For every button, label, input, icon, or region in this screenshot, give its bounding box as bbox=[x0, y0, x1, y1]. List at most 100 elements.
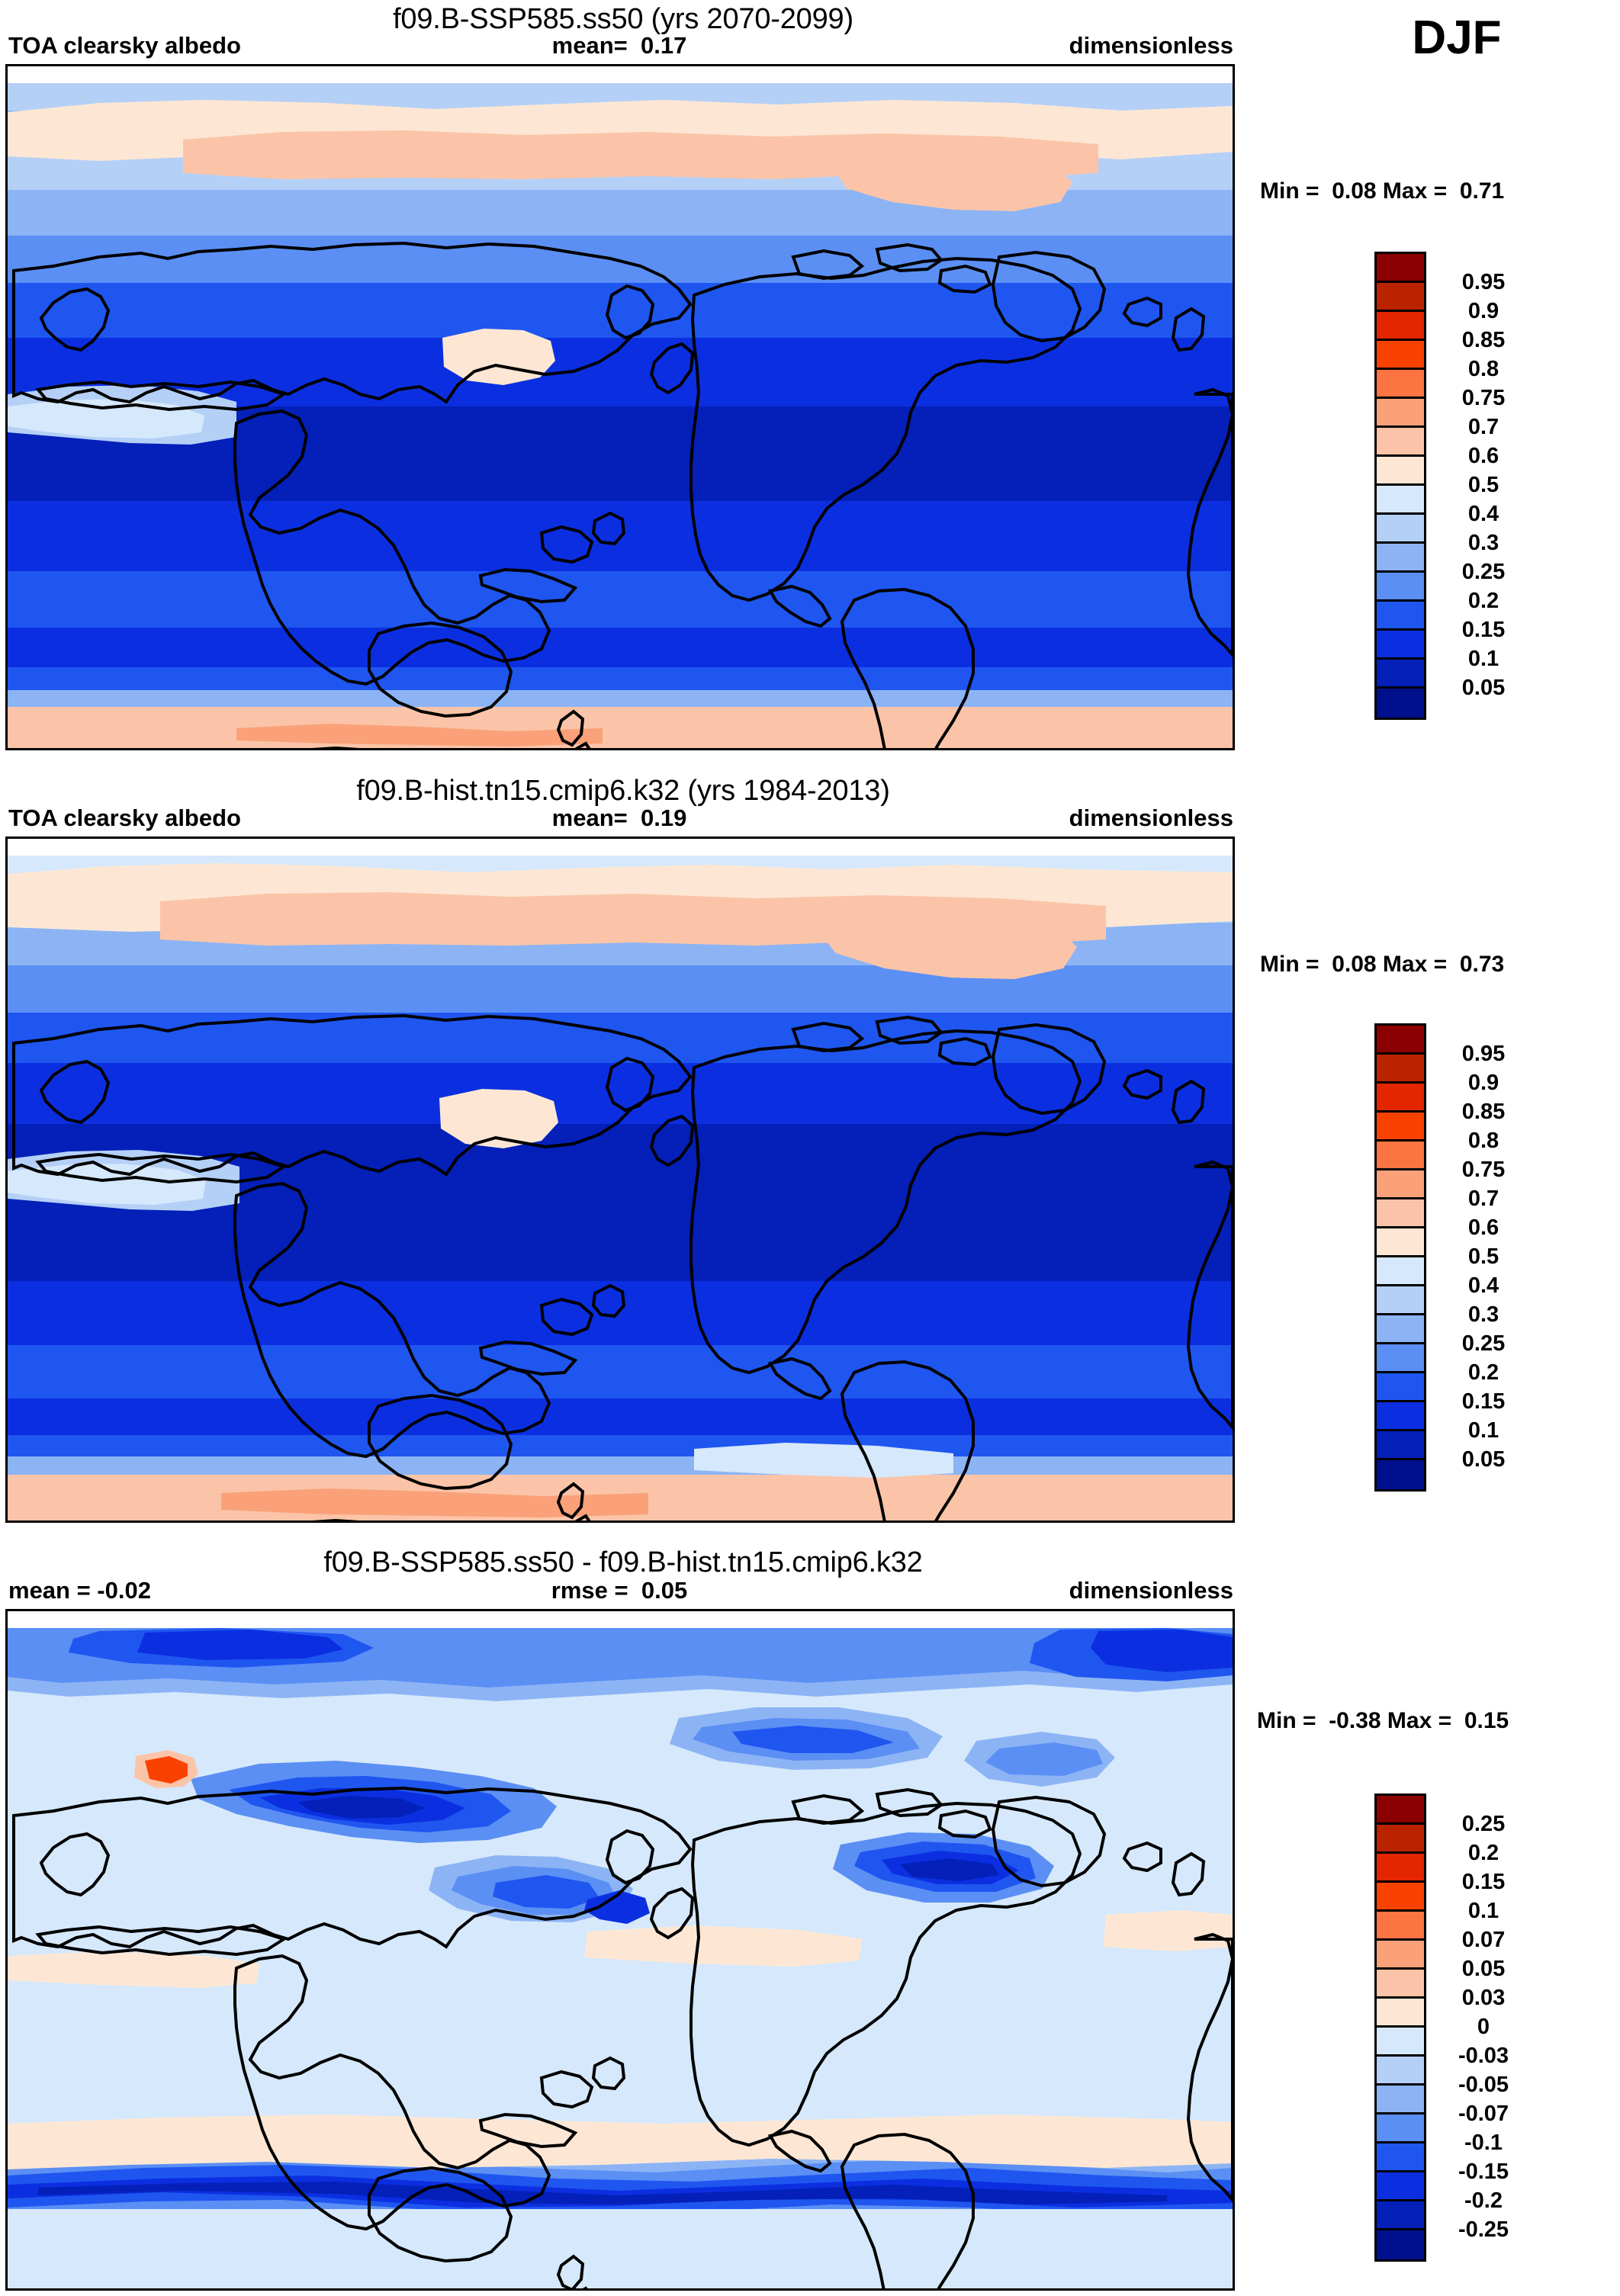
colorbar-tick-label: 0.2 bbox=[1467, 1841, 1499, 1865]
colorbar-tick-label: 0.8 bbox=[1467, 1129, 1499, 1153]
colorbar-cell bbox=[1377, 2230, 1424, 2259]
colorbar-tick-label: 0.8 bbox=[1467, 357, 1499, 381]
colorbar-cell bbox=[1377, 2086, 1424, 2115]
colorbar-cell bbox=[1377, 2143, 1424, 2172]
colorbar-cell bbox=[1377, 1912, 1424, 1941]
colorbar-swatches[interactable] bbox=[1374, 1793, 1426, 2262]
colorbar-tick-label: 0.5 bbox=[1467, 473, 1499, 497]
colorbar-cell bbox=[1377, 1113, 1424, 1142]
colorbar-cell bbox=[1377, 1460, 1424, 1489]
colorbar-tick-label: -0.03 bbox=[1458, 2044, 1509, 2068]
colorbar-cell bbox=[1377, 602, 1424, 631]
colorbar-tick-label: 0.1 bbox=[1467, 1418, 1499, 1443]
colorbar-cell bbox=[1377, 544, 1424, 573]
colorbar-cell bbox=[1377, 1257, 1424, 1286]
colorbar-cell bbox=[1377, 1883, 1424, 1912]
panel-case-title: f09.B-hist.tn15.cmip6.k32 (yrs 1984-2013… bbox=[356, 775, 890, 807]
colorbar-cell bbox=[1377, 2028, 1424, 2057]
colorbar-tick-label: 0.3 bbox=[1467, 531, 1499, 555]
colorbar-cell bbox=[1377, 1970, 1424, 1999]
colorbar-tick-label: 0.25 bbox=[1461, 560, 1506, 584]
map-hist[interactable] bbox=[5, 837, 1235, 1523]
colorbar-tick-label: 0.03 bbox=[1461, 1986, 1506, 2010]
units-label: dimensionless bbox=[1069, 804, 1233, 831]
colorbar-cell bbox=[1377, 1825, 1424, 1854]
map-difference[interactable] bbox=[5, 1609, 1235, 2291]
colorbar-tick-label: 0.4 bbox=[1467, 1273, 1499, 1298]
colorbar-tick-label: 0.1 bbox=[1467, 647, 1499, 671]
colorbar-cell bbox=[1377, 1431, 1424, 1460]
stat-readout: rmse = 0.05 bbox=[551, 1577, 688, 1604]
colorbar-tick-label: -0.15 bbox=[1458, 2160, 1509, 2184]
minmax-readout: Min = 0.08 Max = 0.71 bbox=[1260, 178, 1505, 204]
colorbar-tick-label: 0.95 bbox=[1461, 1042, 1506, 1066]
colorbar-cell bbox=[1377, 1941, 1424, 1970]
colorbar-tick-label: 0.1 bbox=[1467, 1899, 1499, 1923]
colorbar-tick-label: 0.6 bbox=[1467, 444, 1499, 468]
colorbar-cell bbox=[1377, 1286, 1424, 1315]
colorbar-swatches[interactable] bbox=[1374, 1023, 1426, 1492]
colorbar-cell bbox=[1377, 660, 1424, 689]
minmax-readout: Min = -0.38 Max = 0.15 bbox=[1257, 1708, 1509, 1733]
colorbar-tick-label: 0 bbox=[1477, 2015, 1490, 2039]
units-label: dimensionless bbox=[1069, 32, 1233, 59]
variable-label: TOA clearsky albedo bbox=[8, 804, 241, 831]
colorbar-tick-label: 0.05 bbox=[1461, 1447, 1506, 1472]
colorbar-cell bbox=[1377, 1796, 1424, 1825]
colorbar-tick-label: 0.3 bbox=[1467, 1302, 1499, 1327]
colorbar-tick-label: -0.05 bbox=[1458, 2073, 1509, 2097]
panel-case-title: f09.B-SSP585.ss50 - f09.B-hist.tn15.cmip… bbox=[323, 1546, 923, 1578]
colorbar-tick-label: 0.15 bbox=[1461, 618, 1506, 642]
colorbar-cell bbox=[1377, 370, 1424, 399]
colorbar-tick-label: 0.2 bbox=[1467, 1360, 1499, 1385]
colorbar-tick-label: 0.15 bbox=[1461, 1870, 1506, 1894]
albedo-field bbox=[8, 839, 1233, 1520]
colorbar-tick-label: 0.05 bbox=[1461, 1957, 1506, 1981]
colorbar-cell bbox=[1377, 1199, 1424, 1228]
colorbar-cell bbox=[1377, 486, 1424, 515]
colorbar-cell bbox=[1377, 1999, 1424, 2028]
colorbar-tick-label: 0.25 bbox=[1461, 1331, 1506, 1356]
colorbar-tick-label: 0.75 bbox=[1461, 386, 1506, 410]
colorbar-tick-label: 0.7 bbox=[1467, 415, 1499, 439]
colorbar-tick-label: 0.95 bbox=[1461, 270, 1506, 294]
colorbar-cell bbox=[1377, 1084, 1424, 1113]
colorbar-tick-label: -0.25 bbox=[1458, 2217, 1509, 2242]
colorbar-cell bbox=[1377, 428, 1424, 457]
difference-field bbox=[8, 1611, 1233, 2288]
colorbar-cell bbox=[1377, 457, 1424, 486]
colorbar-cell bbox=[1377, 2057, 1424, 2086]
colorbar-cell bbox=[1377, 1373, 1424, 1402]
colorbar-cell bbox=[1377, 1344, 1424, 1373]
mean-readout: mean = -0.02 bbox=[8, 1577, 151, 1604]
colorbar-tick-label: 0.9 bbox=[1467, 299, 1499, 323]
map-ssp585[interactable] bbox=[5, 64, 1235, 750]
minmax-readout: Min = 0.08 Max = 0.73 bbox=[1260, 952, 1505, 977]
colorbar-cell bbox=[1377, 2172, 1424, 2201]
colorbar-tick-label: 0.15 bbox=[1461, 1389, 1506, 1414]
colorbar-tick-label: 0.05 bbox=[1461, 676, 1506, 700]
panel-info-row: TOA clearsky albedo mean= 0.19 dimension… bbox=[5, 804, 1233, 835]
colorbar-tick-label: 0.2 bbox=[1467, 589, 1499, 613]
colorbar-tick-label: 0.5 bbox=[1467, 1244, 1499, 1269]
colorbar-tick-label: 0.9 bbox=[1467, 1071, 1499, 1095]
colorbar-cell bbox=[1377, 2201, 1424, 2230]
panel-info-row: mean = -0.02 rmse = 0.05 dimensionless bbox=[5, 1577, 1233, 1607]
colorbar-cell bbox=[1377, 573, 1424, 602]
colorbar-cell bbox=[1377, 2115, 1424, 2143]
colorbar-tick-label: 0.7 bbox=[1467, 1187, 1499, 1211]
colorbar-cell bbox=[1377, 1026, 1424, 1055]
colorbar-cell bbox=[1377, 283, 1424, 312]
colorbar-swatches[interactable] bbox=[1374, 252, 1426, 720]
colorbar-tick-label: -0.07 bbox=[1458, 2102, 1509, 2126]
colorbar-tick-label: 0.75 bbox=[1461, 1158, 1506, 1182]
colorbar-tick-label: 0.85 bbox=[1461, 1100, 1506, 1124]
colorbar-cell bbox=[1377, 515, 1424, 544]
colorbar-cell bbox=[1377, 1142, 1424, 1170]
colorbar-cell bbox=[1377, 1228, 1424, 1257]
colorbar-cell bbox=[1377, 631, 1424, 660]
colorbar-cell bbox=[1377, 254, 1424, 283]
colorbar-cell bbox=[1377, 1170, 1424, 1199]
colorbar-cell bbox=[1377, 689, 1424, 718]
colorbar-cell bbox=[1377, 1402, 1424, 1431]
